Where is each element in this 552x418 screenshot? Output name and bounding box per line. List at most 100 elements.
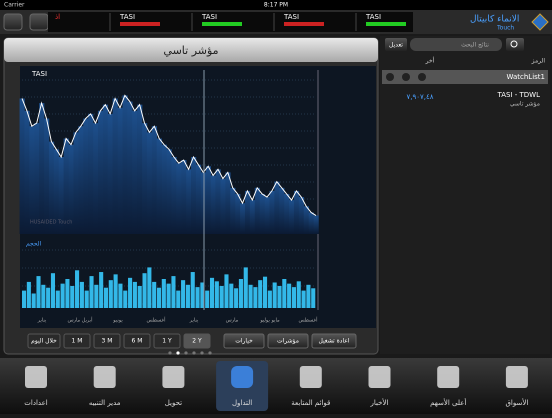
area-fill [303, 206, 309, 234]
tab-label[interactable]: أعلى الأسهم [430, 398, 466, 407]
range-label: خلال اليوم [31, 338, 57, 345]
range-button[interactable] [27, 333, 61, 349]
area-fill [279, 187, 285, 234]
power-button[interactable] [3, 13, 23, 31]
area-fill [34, 123, 40, 234]
action-button[interactable] [223, 333, 265, 349]
volume-bar [31, 293, 36, 308]
volume-bar [79, 281, 84, 308]
page-dot [168, 351, 172, 355]
volume-bar [166, 283, 171, 308]
area-fill [53, 149, 60, 234]
volume-bar [65, 279, 70, 308]
volume-bar [142, 273, 147, 308]
stop-button[interactable] [29, 13, 49, 31]
tab-icon[interactable] [93, 366, 116, 388]
ticker-bar [366, 22, 406, 26]
search-button[interactable] [506, 38, 524, 51]
item-price: ٧,٩٠٧,٤٨ [406, 93, 433, 101]
page-dot [176, 351, 180, 355]
range-button[interactable] [123, 333, 151, 349]
volume-bar [70, 285, 75, 308]
tab-icon[interactable] [231, 366, 254, 388]
area-fill [83, 118, 89, 234]
month-label: أغسطس [299, 317, 319, 324]
range-button[interactable] [63, 333, 91, 349]
collapse-icon[interactable] [418, 73, 426, 81]
volume-bar [128, 277, 133, 308]
area-fill [176, 163, 182, 234]
area-fill [117, 107, 123, 234]
volume-bar [219, 285, 224, 308]
area-fill [244, 190, 251, 234]
month-label: يناير [189, 318, 199, 324]
ticker-name: TASI [119, 13, 135, 21]
tab-icon[interactable] [368, 366, 391, 388]
volume-bar [161, 279, 166, 308]
tab-icon[interactable] [505, 366, 528, 388]
month-label: يناير [37, 318, 47, 324]
ticker-name: TASI [283, 13, 299, 21]
tab-label[interactable]: تحويل [165, 399, 182, 407]
tab-label[interactable]: التداول [232, 399, 252, 407]
tab-label[interactable]: الأخبار [370, 398, 389, 407]
volume-bar [171, 276, 176, 308]
tab-icon[interactable] [437, 366, 460, 388]
area-fill [230, 187, 236, 234]
tab-icon[interactable] [162, 366, 185, 388]
area-fill [151, 126, 158, 234]
action-button[interactable] [311, 333, 357, 349]
volume-bar [176, 290, 181, 308]
tab-label[interactable]: الأسواق [506, 398, 529, 407]
volume-bar [277, 285, 282, 308]
area-fill [166, 149, 172, 234]
area-fill [132, 110, 138, 234]
volume-bar [238, 279, 243, 308]
edit-list-icon[interactable] [386, 73, 394, 81]
area-fill [29, 126, 35, 234]
search-placeholder: نتائج البحث [461, 42, 489, 49]
area-fill [200, 172, 207, 234]
area-fill [88, 113, 94, 234]
month-label: مايو يوليو [259, 318, 280, 324]
tab-icon[interactable] [299, 366, 322, 388]
area-fill [313, 215, 319, 234]
area-fill [210, 175, 216, 234]
edit-button[interactable] [385, 38, 407, 51]
ticker-first: اذ [55, 13, 60, 21]
tab-label[interactable]: قوائم المتابعة [291, 399, 330, 407]
volume-bar [50, 273, 56, 308]
tab-icon[interactable] [25, 366, 47, 388]
volume-bar [311, 288, 316, 308]
area-fill [97, 110, 104, 234]
area-fill [146, 132, 153, 234]
volume-bar [99, 272, 104, 308]
volume-bar [156, 287, 162, 308]
volume-bar [306, 284, 311, 308]
area-fill [156, 138, 162, 234]
volume-bar [248, 284, 253, 308]
area-fill [107, 113, 113, 234]
range-button[interactable] [183, 333, 211, 349]
chart-header [4, 38, 378, 62]
search-box[interactable] [410, 38, 502, 51]
action-button[interactable] [267, 333, 309, 349]
tab-label[interactable]: اعدادات [24, 399, 47, 407]
area-fill [259, 193, 265, 234]
range-button[interactable] [93, 333, 121, 349]
range-button[interactable] [153, 333, 181, 349]
volume-bar [103, 287, 109, 308]
add-icon[interactable] [402, 73, 410, 81]
tab-label[interactable]: مدير التنبيه [89, 399, 121, 407]
range-label: 6 M [132, 338, 143, 345]
volume-bar [147, 267, 152, 308]
chart-title: مؤشر تاسي [163, 44, 218, 57]
volume-bar [209, 277, 215, 308]
item-symbol[interactable]: TASI - TDWL [497, 91, 541, 99]
volume-bar [296, 281, 301, 308]
col-symbol: الرمز [531, 58, 546, 65]
action-label: مؤشرات [277, 338, 299, 345]
area-fill [195, 164, 202, 234]
